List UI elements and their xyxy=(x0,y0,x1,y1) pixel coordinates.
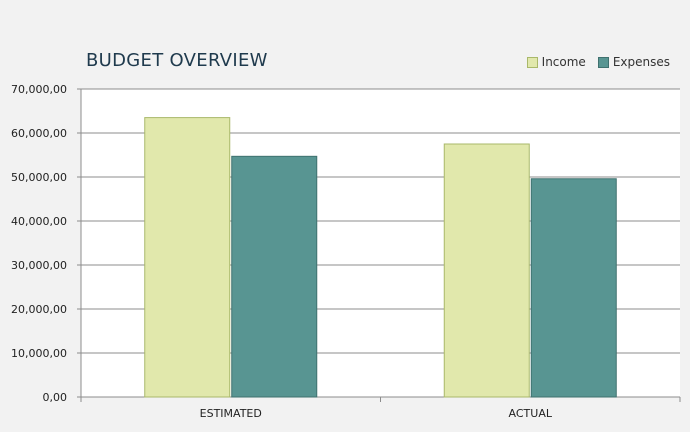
y-tick-label: 30,000,00 xyxy=(11,259,67,272)
chart-legend: Income Expenses xyxy=(526,55,670,69)
y-tick-label: 40,000,00 xyxy=(11,215,67,228)
legend-label-income: Income xyxy=(541,55,586,69)
y-tick-label: 70,000,00 xyxy=(11,83,67,96)
legend-swatch-income xyxy=(526,56,538,68)
legend-item-expenses: Expenses xyxy=(597,55,670,69)
y-tick-label: 20,000,00 xyxy=(11,303,67,316)
bar-expenses-actual xyxy=(530,178,617,398)
y-tick-label: 0,00 xyxy=(43,391,68,404)
y-tick-label: 50,000,00 xyxy=(11,171,67,184)
bar-expenses-estimated xyxy=(231,155,318,398)
y-tick-label: 60,000,00 xyxy=(11,127,67,140)
legend-label-expenses: Expenses xyxy=(612,55,670,69)
bar-income-estimated xyxy=(144,117,231,398)
bar-income-actual xyxy=(443,143,530,398)
x-category-label: ACTUAL xyxy=(509,407,553,420)
legend-item-income: Income xyxy=(526,55,586,69)
chart-title: BUDGET OVERVIEW xyxy=(86,50,268,71)
x-category-label: ESTIMATED xyxy=(200,407,262,420)
y-tick-label: 10,000,00 xyxy=(11,347,67,360)
legend-swatch-expenses xyxy=(597,56,609,68)
